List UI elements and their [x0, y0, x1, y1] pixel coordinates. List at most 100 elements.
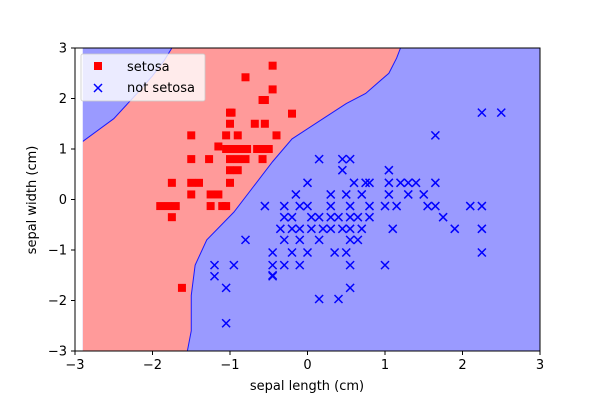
- point-not-setosa: [314, 235, 324, 245]
- point-not-setosa: [279, 260, 289, 270]
- x-tick-label: −3: [65, 358, 84, 373]
- point-not-setosa: [326, 212, 336, 222]
- unfilled-margin: [75, 48, 83, 351]
- point-not-setosa: [279, 235, 289, 245]
- point-not-setosa: [411, 178, 421, 188]
- x-axis: −3 −2 −1 0 1 2 3: [65, 351, 544, 373]
- point-setosa: [167, 213, 176, 222]
- point-not-setosa: [364, 201, 375, 211]
- point-not-setosa: [302, 247, 313, 258]
- point-not-setosa: [357, 189, 367, 199]
- point-not-setosa: [403, 178, 413, 188]
- point-not-setosa: [221, 283, 231, 293]
- legend: setosa not setosa: [80, 53, 206, 102]
- point-not-setosa: [364, 178, 375, 188]
- point-not-setosa: [314, 154, 324, 164]
- point-not-setosa: [345, 212, 355, 222]
- point-not-setosa: [275, 224, 285, 234]
- y-tick-label: 2: [59, 92, 67, 107]
- point-setosa: [288, 109, 296, 118]
- point-setosa: [226, 155, 234, 164]
- point-not-setosa: [287, 247, 297, 258]
- point-setosa: [264, 145, 273, 153]
- point-not-setosa: [306, 212, 316, 222]
- y-axis: −3 −2 −1 0 1 2 3: [48, 42, 75, 360]
- point-setosa: [206, 202, 215, 211]
- point-not-setosa: [268, 270, 278, 280]
- point-not-setosa: [314, 294, 324, 304]
- point-not-setosa: [392, 201, 402, 211]
- x-tick-label: 2: [458, 358, 466, 373]
- point-setosa: [214, 142, 223, 151]
- legend-marker-setosa: [94, 62, 102, 70]
- legend-box: [80, 53, 206, 102]
- point-not-setosa: [291, 189, 301, 199]
- point-setosa: [187, 178, 196, 187]
- point-not-setosa: [337, 224, 347, 234]
- y-tick-label: −3: [48, 345, 67, 360]
- point-not-setosa: [302, 201, 313, 211]
- point-not-setosa: [326, 224, 336, 234]
- point-not-setosa: [357, 224, 367, 234]
- point-not-setosa: [326, 201, 336, 211]
- point-not-setosa: [430, 178, 440, 188]
- point-not-setosa: [388, 224, 398, 234]
- x-tick-label: −2: [143, 358, 162, 373]
- point-not-setosa: [345, 235, 355, 245]
- point-setosa: [233, 155, 242, 164]
- y-tick-label: −1: [48, 244, 67, 259]
- point-not-setosa: [477, 108, 487, 118]
- point-not-setosa: [438, 212, 448, 222]
- point-not-setosa: [326, 189, 336, 199]
- point-not-setosa: [353, 212, 363, 222]
- point-not-setosa: [295, 235, 305, 245]
- point-not-setosa: [295, 260, 305, 270]
- point-setosa: [227, 108, 236, 117]
- point-not-setosa: [314, 212, 324, 222]
- x-tick-label: 0: [303, 358, 311, 373]
- x-tick-label: −1: [220, 358, 239, 373]
- point-not-setosa: [477, 224, 487, 234]
- point-not-setosa: [349, 178, 359, 188]
- point-setosa: [243, 145, 252, 153]
- point-not-setosa: [450, 224, 460, 234]
- point-not-setosa: [333, 294, 344, 304]
- point-not-setosa: [279, 201, 289, 211]
- point-setosa: [214, 190, 223, 199]
- point-not-setosa: [279, 212, 289, 222]
- point-not-setosa: [341, 189, 351, 199]
- point-setosa: [222, 131, 231, 140]
- legend-label-not-setosa: not setosa: [127, 81, 195, 96]
- point-setosa: [171, 202, 180, 211]
- point-not-setosa: [353, 235, 363, 245]
- point-not-setosa: [287, 212, 297, 222]
- point-not-setosa: [395, 178, 406, 188]
- point-setosa: [187, 155, 196, 164]
- point-not-setosa: [380, 260, 390, 270]
- point-setosa: [226, 119, 234, 128]
- point-not-setosa: [384, 178, 394, 188]
- point-not-setosa: [403, 189, 413, 199]
- data-points: [156, 61, 506, 328]
- point-not-setosa: [240, 235, 251, 245]
- point-not-setosa: [333, 212, 344, 222]
- point-not-setosa: [345, 201, 355, 211]
- point-not-setosa: [380, 201, 390, 211]
- y-tick-label: −2: [48, 294, 67, 309]
- point-setosa: [195, 178, 203, 187]
- point-not-setosa: [345, 154, 355, 164]
- x-tick-label: 1: [381, 358, 389, 373]
- legend-label-setosa: setosa: [127, 60, 170, 75]
- point-setosa: [164, 202, 172, 211]
- point-setosa: [187, 131, 196, 140]
- point-setosa: [272, 131, 281, 140]
- point-not-setosa: [384, 165, 394, 175]
- legend-marker-not-setosa: [93, 83, 103, 93]
- point-setosa: [250, 119, 259, 128]
- point-not-setosa: [260, 201, 270, 211]
- point-not-setosa: [345, 260, 355, 270]
- point-setosa: [241, 73, 250, 82]
- point-setosa: [226, 178, 234, 187]
- decision-regions: [75, 48, 540, 351]
